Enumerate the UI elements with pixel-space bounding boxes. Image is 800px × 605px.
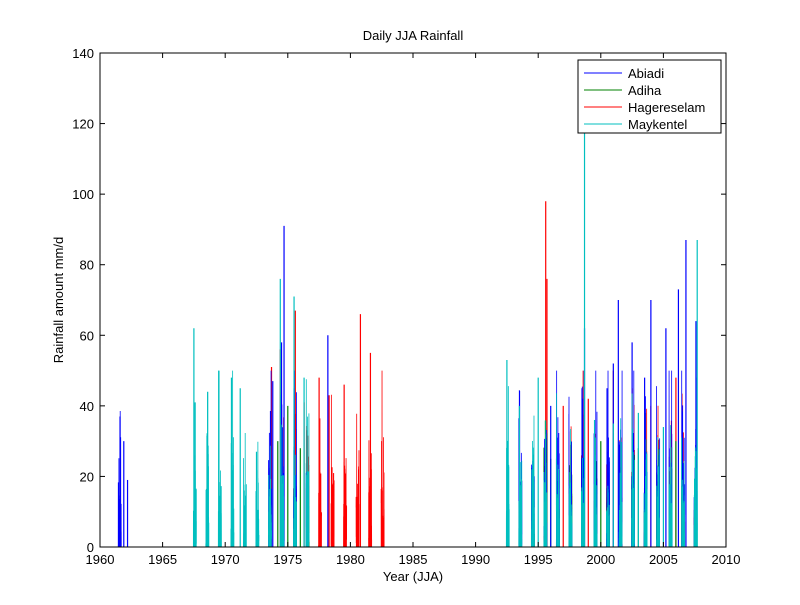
series-line xyxy=(506,386,697,547)
legend-label: Hagereselam xyxy=(628,100,705,115)
x-tick-label: 1995 xyxy=(524,552,553,567)
x-tick-label: 2010 xyxy=(712,552,741,567)
legend: Abiadi Adiha Hagereselam Maykentel xyxy=(578,60,721,133)
legend-label: Maykentel xyxy=(628,117,687,132)
y-tick-label: 20 xyxy=(80,469,94,484)
series-line xyxy=(269,428,309,547)
y-tick-label: 140 xyxy=(72,46,94,61)
series-hagereselam xyxy=(269,201,695,547)
x-tick-label: 2005 xyxy=(649,552,678,567)
x-tick-label: 1970 xyxy=(211,552,240,567)
series-maykentel xyxy=(193,124,697,547)
legend-label: Adiha xyxy=(628,83,662,98)
series-line xyxy=(269,371,384,547)
y-axis-label: Rainfall amount mm/d xyxy=(51,237,66,363)
y-tick-label: 60 xyxy=(80,328,94,343)
y-tick-label: 80 xyxy=(80,258,94,273)
x-tick-label: 1965 xyxy=(148,552,177,567)
x-axis-label: Year (JJA) xyxy=(383,569,443,584)
x-tick-label: 1975 xyxy=(273,552,302,567)
series-layer xyxy=(118,124,697,547)
x-tick-label: 1980 xyxy=(336,552,365,567)
chart-figure: Daily JJA Rainfall 1960 1965 1970 1975 1980 1… xyxy=(0,0,800,600)
x-tick-label: 1985 xyxy=(399,552,428,567)
series-abiadi xyxy=(118,226,697,547)
legend-label: Abiadi xyxy=(628,66,664,81)
y-tick-label: 120 xyxy=(72,117,94,132)
y-tick-label: 100 xyxy=(72,187,94,202)
chart-title: Daily JJA Rainfall xyxy=(363,28,464,43)
x-tick-label: 1990 xyxy=(461,552,490,567)
rainfall-chart: Daily JJA Rainfall 1960 1965 1970 1975 1980 1… xyxy=(0,0,800,600)
y-tick-label: 0 xyxy=(87,540,94,555)
y-tick-label: 40 xyxy=(80,399,94,414)
series-line xyxy=(193,371,309,547)
x-tick-label: 2000 xyxy=(586,552,615,567)
